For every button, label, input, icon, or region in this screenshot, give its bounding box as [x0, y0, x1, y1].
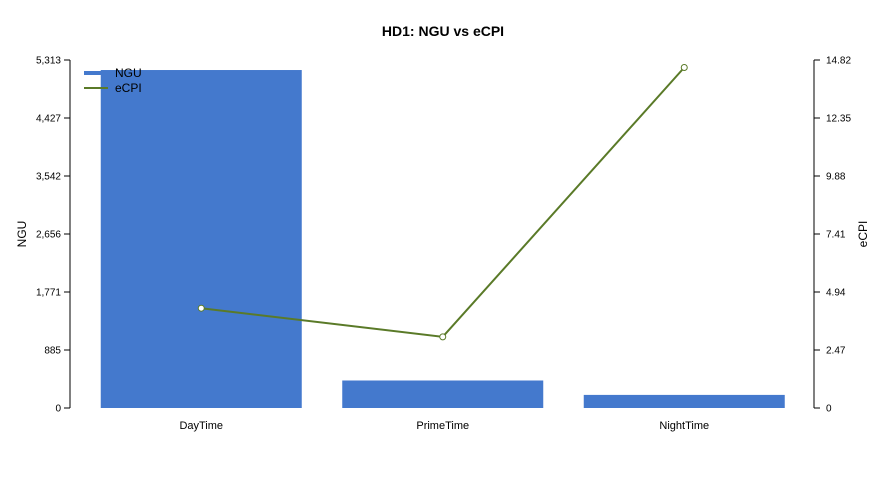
right-tick-label: 7.41 — [826, 230, 846, 241]
bar-primetime — [342, 380, 544, 408]
left-tick-label: 3,542 — [36, 172, 61, 183]
left-tick-label: 2,656 — [36, 230, 61, 241]
category-label-primetime: PrimeTime — [416, 420, 469, 432]
left-tick-label: 1,771 — [36, 288, 61, 299]
bar-nighttime — [583, 394, 785, 408]
right-axis: 0 2.47 4.94 7.41 9.88 12.35 14.82 eCPI — [813, 56, 870, 415]
left-tick-label: 0 — [55, 404, 61, 415]
ecpi-point-primetime — [439, 333, 447, 341]
line-layer — [197, 64, 688, 341]
right-axis-title: eCPI — [856, 221, 870, 248]
right-tick-label: 9.88 — [826, 172, 846, 183]
right-tick-label: 4.94 — [826, 288, 846, 299]
legend-label-ngu: NGU — [115, 66, 142, 80]
ecpi-point-nighttime — [680, 64, 688, 72]
legend-label-ecpi: eCPI — [115, 81, 142, 95]
right-axis-ticks: 0 2.47 4.94 7.41 9.88 12.35 14.82 — [814, 56, 851, 415]
right-tick-label: 12.35 — [826, 114, 851, 125]
ecpi-point-daytime — [197, 304, 205, 312]
right-tick-label: 14.82 — [826, 56, 851, 67]
right-tick-label: 2.47 — [826, 346, 846, 357]
left-tick-label: 4,427 — [36, 114, 61, 125]
category-label-nighttime: NightTime — [659, 420, 709, 432]
category-label-daytime: DayTime — [179, 420, 223, 432]
bar-daytime — [100, 70, 302, 408]
bars-layer — [100, 70, 785, 408]
left-tick-label: 5,313 — [36, 56, 61, 67]
right-tick-label: 0 — [826, 404, 832, 415]
left-tick-label: 885 — [44, 346, 61, 357]
category-labels: DayTime PrimeTime NightTime — [179, 420, 709, 432]
left-axis-ticks: 0 885 1,771 2,656 3,542 4,427 5,313 — [36, 56, 70, 415]
left-axis-title: NGU — [15, 221, 29, 248]
left-axis: 0 885 1,771 2,656 3,542 4,427 5,313 NGU — [15, 56, 71, 415]
chart-title: HD1: NGU vs eCPI — [382, 23, 504, 39]
legend: NGU eCPI — [84, 66, 142, 95]
